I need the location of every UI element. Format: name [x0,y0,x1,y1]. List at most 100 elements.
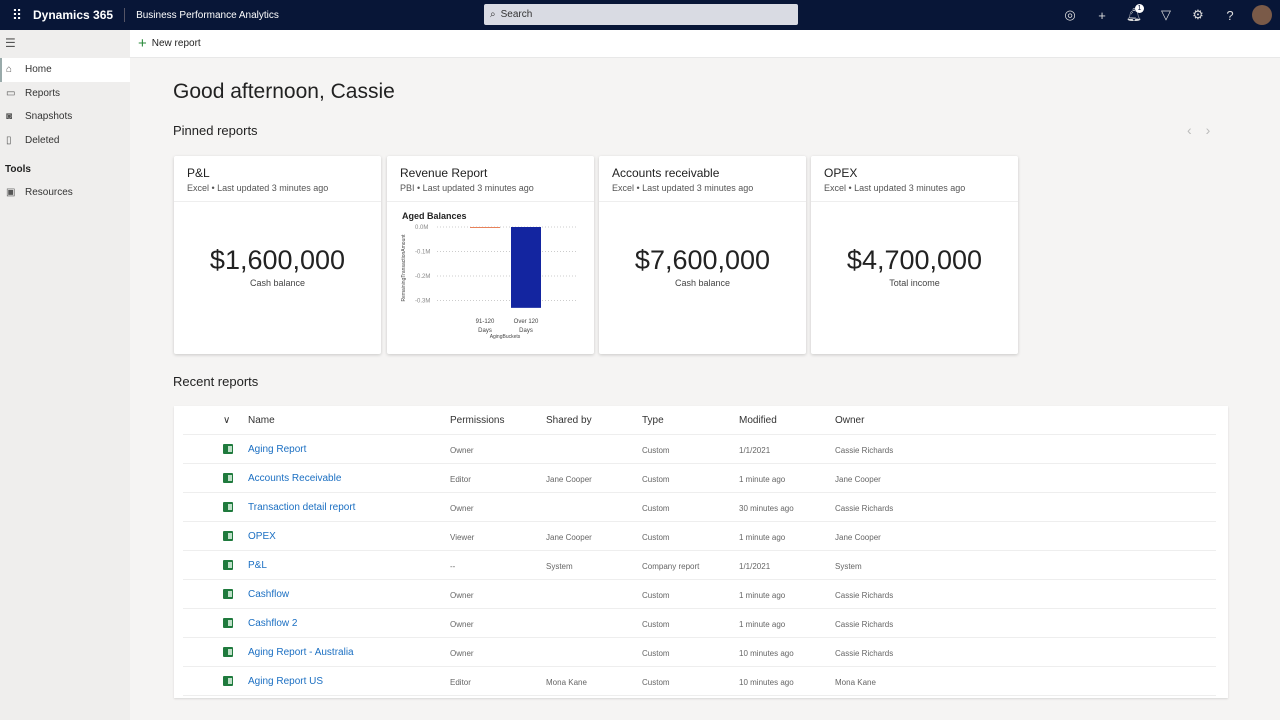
bell-icon[interactable]: 🔔︎ 1 [1125,4,1144,22]
table-row[interactable]: Cashflow Owner Custom 1 minute ago Cassie Ri… [183,580,1216,609]
column-header[interactable]: Type [642,415,664,426]
new-report-button[interactable]: New report [151,38,201,49]
card-label: Total income [889,278,940,288]
table-cell: Cassie Richards [835,446,894,455]
card-value: $1,600,000 [209,245,346,275]
table-cell: Cassie Richards [835,649,894,658]
notification-badge: 1 [1135,4,1144,13]
pinned-card-opex[interactable]: OPEX Excel • Last updated 3 minutes ago … [811,156,1018,354]
table-cell: Custom [642,649,670,658]
table-cell: Cassie Richards [835,504,894,513]
chevron-down-icon[interactable]: ∨ [223,415,231,426]
copilot-icon[interactable]: ◎ [1064,7,1076,22]
table-row[interactable]: Cashflow 2 Owner Custom 1 minute ago Cassie … [183,609,1216,638]
table-row[interactable]: Aging Report - Australia Owner Custom 10 mi… [183,638,1216,667]
pinned-card-pl[interactable]: P&L Excel • Last updated 3 minutes ago $… [174,156,381,354]
excel-icon [223,502,233,512]
sidebar-item-label: Snapshots [25,111,73,123]
report-link[interactable]: Cashflow [248,589,290,600]
home-icon: ⌂ [6,64,13,76]
table-row[interactable]: Transaction detail report Owner Custom 30 m… [183,493,1216,522]
bar[interactable] [470,227,500,228]
camera-icon: ◙ [6,111,13,123]
pinned-card-revenue[interactable]: Revenue Report PBI • Last updated 3 minu… [387,156,594,354]
table-cell: Jane Cooper [546,475,592,484]
divider [124,8,126,22]
bar[interactable] [511,227,541,308]
plus-icon[interactable]: + [1098,7,1106,23]
table-cell: Mona Kane [546,678,587,687]
pinned-card-ar[interactable]: Accounts receivable Excel • Last updated… [599,156,806,354]
report-link[interactable]: Accounts Receivable [248,473,342,484]
table-row[interactable]: Aging Report Owner Custom 1/1/2021 Cassie Ri… [183,435,1216,464]
excel-icon [223,531,233,541]
search-input[interactable]: ⌕ Search [484,4,798,25]
avatar[interactable] [1252,5,1272,25]
table-cell: Viewer [450,533,475,542]
column-header[interactable]: Name [248,415,275,426]
card-value: $7,600,000 [634,245,771,275]
gear-icon[interactable]: ⚙ [1192,7,1204,22]
report-link[interactable]: OPEX [248,531,276,542]
report-link[interactable]: Cashflow 2 [248,618,298,629]
page-title: Good afternoon, Cassie [173,80,395,103]
column-header[interactable]: Shared by [546,415,592,426]
report-link[interactable]: Aging Report US [248,676,324,687]
table-cell: Jane Cooper [546,533,592,542]
table-row[interactable]: Accounts Receivable Editor Jane Cooper Cust… [183,464,1216,493]
command-bar: + New report [130,30,1280,58]
app-launcher-icon[interactable]: ⠿ [11,6,23,23]
column-header[interactable]: Modified [739,415,777,426]
sidebar-item-resources[interactable]: ▣ Resources [0,181,130,205]
card-title: P&L [187,166,210,180]
chart-title: Aged Balances [402,211,467,221]
aged-balances-chart: Aged Balances 0.0M -0.1M -0.2M -0.3M 91-120 Da… [401,211,577,340]
table-row[interactable]: P&L -- System Company report 1/1/2021 System [183,551,1216,580]
chevron-right-icon[interactable]: › [1205,122,1211,138]
sidebar-item-label: Resources [25,187,73,199]
y-tick-label: 0.0M [415,225,428,231]
column-header[interactable]: Owner [835,415,865,426]
table-cell: Custom [642,446,670,455]
column-header[interactable]: Permissions [450,415,505,426]
x-tick-label: Over 120 [514,319,539,325]
sidebar-item-reports[interactable]: ▭ Reports [0,82,130,106]
table-cell: Custom [642,475,670,484]
search-icon: ⌕ [490,9,496,20]
sidebar-item-home[interactable]: ⌂ Home [0,58,130,82]
x-tick-label: Days [519,328,533,334]
table-row[interactable]: Aging Report US Editor Mona Kane Custom 10 m… [183,667,1216,696]
help-icon[interactable]: ? [1226,7,1234,23]
sidebar-item-deleted[interactable]: ▯ Deleted [0,129,130,153]
table-cell: Company report [642,562,700,571]
excel-icon [223,618,233,628]
report-link[interactable]: P&L [248,560,267,571]
sidebar-item-snapshots[interactable]: ◙ Snapshots [0,105,130,129]
table-cell: 10 minutes ago [739,678,794,687]
card-subtitle: Excel • Last updated 3 minutes ago [187,183,329,193]
table-header: ∨ Name Permissions Shared by Type Modified Own… [183,406,1216,435]
report-link[interactable]: Aging Report - Australia [248,647,354,658]
card-title: Revenue Report [400,166,488,180]
report-link[interactable]: Transaction detail report [248,502,356,513]
table-cell: Jane Cooper [835,475,881,484]
brand[interactable]: Dynamics 365 [33,8,114,22]
search-placeholder: Search [500,9,533,20]
filter-icon[interactable]: ▽ [1161,7,1171,22]
card-value: $4,700,000 [846,245,983,275]
x-axis-label: AgingBuckets [490,334,521,340]
y-tick-label: -0.1M [415,250,430,256]
table-cell: Editor [450,475,471,484]
chevron-left-icon[interactable]: ‹ [1187,122,1192,138]
table-cell: Custom [642,504,670,513]
app-name[interactable]: Business Performance Analytics [136,9,279,21]
table-cell: Custom [642,533,670,542]
pinned-heading: Pinned reports [173,123,258,138]
plus-icon: + [138,35,147,52]
hamburger-icon[interactable]: ☰ [5,36,16,50]
report-link[interactable]: Aging Report [248,444,307,455]
table-row[interactable]: OPEX Viewer Jane Cooper Custom 1 minute ago J… [183,522,1216,551]
table-cell: Mona Kane [835,678,876,687]
table-cell: 10 minutes ago [739,649,794,658]
excel-icon [223,444,233,454]
